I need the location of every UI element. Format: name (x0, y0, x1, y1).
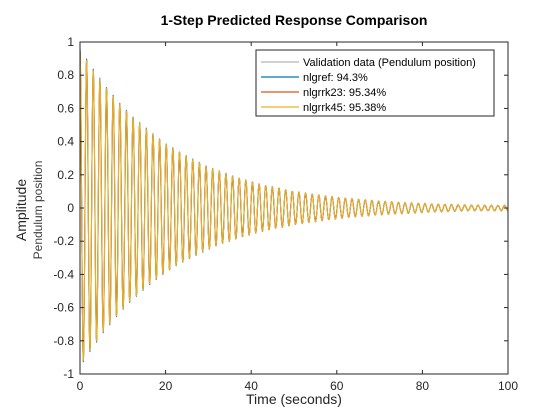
y-tick-label: -1 (63, 367, 74, 381)
x-tick-label: 100 (498, 379, 518, 393)
x-tick-label: 60 (330, 379, 344, 393)
series-line-3 (79, 50, 509, 361)
y-tick-label: 0 (67, 201, 74, 215)
x-axis-label: Time (seconds) (246, 391, 342, 407)
y-tick-label: -0.8 (53, 334, 74, 348)
x-tick-label: 20 (159, 379, 173, 393)
series-layer (79, 48, 509, 363)
x-tick-label: 80 (416, 379, 430, 393)
chart-title: 1-Step Predicted Response Comparison (161, 12, 428, 28)
y-tick-label: 0.6 (57, 101, 74, 115)
y-tick-label: -0.2 (53, 234, 74, 248)
y-tick-label: 1 (67, 35, 74, 49)
legend-label-3: nlgrrk45: 95.38% (303, 102, 386, 114)
y-tick-label: 0.8 (57, 68, 74, 82)
y-tick-label: -0.6 (53, 301, 74, 315)
y-tick-label: -0.4 (53, 267, 74, 281)
y-axis: -1 -0.8 -0.6 -0.4 -0.2 0 0.2 0.4 0.6 0.8 1 (53, 35, 508, 381)
legend-label-1: nlgref: 94.3% (303, 72, 368, 84)
legend-box (255, 49, 495, 117)
x-axis: 0 20 40 60 80 100 (77, 42, 518, 393)
legend-label-0: Validation data (Pendulum position) (303, 57, 476, 69)
x-tick-label: 40 (245, 379, 259, 393)
x-tick-label: 0 (77, 379, 84, 393)
legend-label-2: nlgrrk23: 95.34% (303, 87, 386, 99)
legend: Validation data (Pendulum position) nlgre… (255, 49, 495, 117)
y-tick-label: 0.2 (57, 168, 74, 182)
y-tick-label: 0.4 (57, 135, 74, 149)
y-axis-sublabel: Pendulum position (31, 161, 45, 260)
y-axis-label: Amplitude (13, 179, 29, 241)
